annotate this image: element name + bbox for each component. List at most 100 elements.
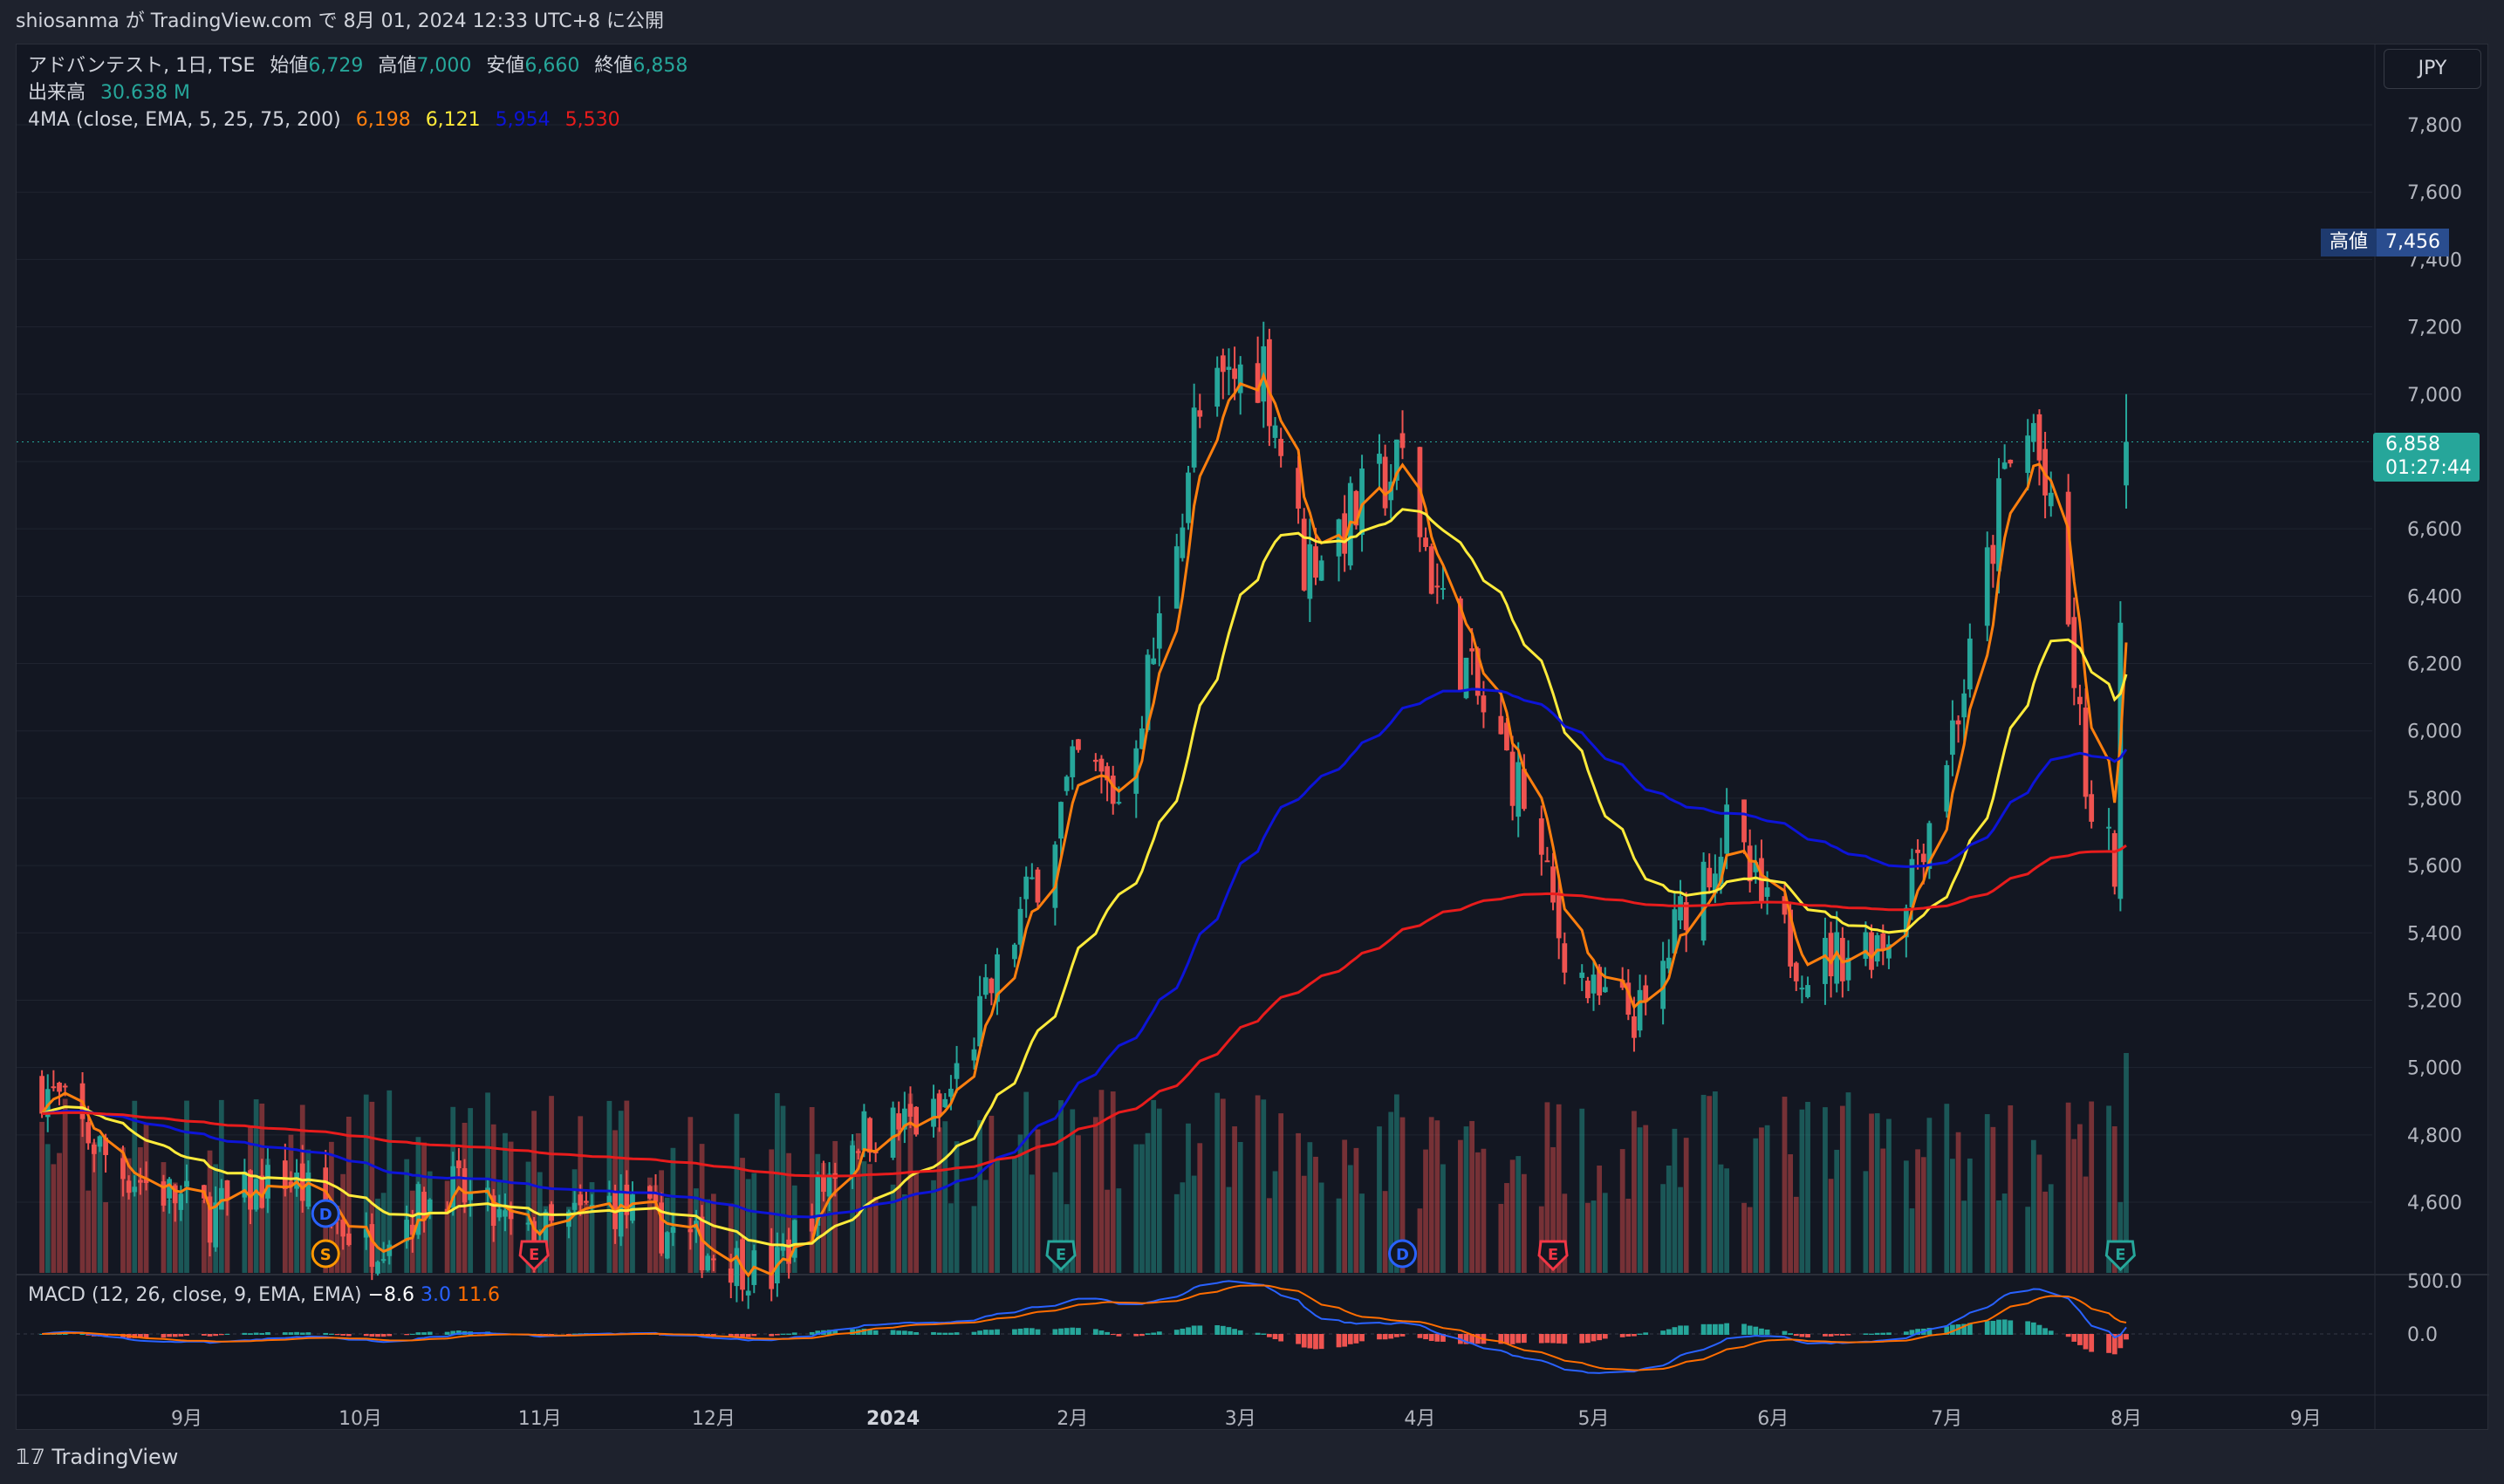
candle[interactable] xyxy=(1474,648,1481,696)
candle[interactable] xyxy=(1428,546,1434,594)
candle[interactable] xyxy=(948,1088,954,1098)
candle[interactable] xyxy=(890,1107,896,1159)
candle[interactable] xyxy=(1550,866,1556,903)
candle[interactable] xyxy=(184,1180,189,1187)
candle[interactable] xyxy=(1296,468,1301,509)
candle[interactable] xyxy=(51,1086,57,1089)
candle[interactable] xyxy=(103,1137,108,1155)
candle[interactable] xyxy=(618,1191,624,1237)
candle[interactable] xyxy=(1458,598,1463,691)
earnings-event-icon[interactable]: E xyxy=(2104,1240,2136,1272)
candle[interactable] xyxy=(1214,367,1221,407)
candle[interactable] xyxy=(427,1199,433,1212)
candle[interactable] xyxy=(1700,861,1707,941)
candle[interactable] xyxy=(942,1098,948,1108)
candle[interactable] xyxy=(989,978,995,994)
candle[interactable] xyxy=(1903,907,1909,938)
candle[interactable] xyxy=(769,1243,775,1289)
candle[interactable] xyxy=(670,1227,676,1234)
candle[interactable] xyxy=(1625,982,1632,1016)
candle[interactable] xyxy=(1342,513,1348,554)
candle[interactable] xyxy=(282,1160,288,1189)
candle[interactable] xyxy=(1712,873,1718,894)
candle[interactable] xyxy=(786,1239,792,1264)
candle[interactable] xyxy=(653,1192,659,1202)
candle[interactable] xyxy=(1961,693,1967,718)
candle[interactable] xyxy=(531,1221,537,1257)
footer-brand[interactable]: TradingView xyxy=(51,1445,179,1469)
candle[interactable] xyxy=(2077,696,2083,705)
candle[interactable] xyxy=(120,1158,126,1180)
candle[interactable] xyxy=(421,1192,427,1221)
candle[interactable] xyxy=(1220,355,1226,373)
candle[interactable] xyxy=(809,1218,815,1232)
candle[interactable] xyxy=(1509,751,1515,806)
candle[interactable] xyxy=(1394,439,1399,481)
candle[interactable] xyxy=(363,1228,369,1238)
candle[interactable] xyxy=(728,1269,734,1283)
candle[interactable] xyxy=(699,1216,705,1270)
candle[interactable] xyxy=(1180,527,1186,558)
candle[interactable] xyxy=(659,1202,665,1254)
candle[interactable] xyxy=(1799,988,1805,990)
candle[interactable] xyxy=(1521,769,1527,810)
candle[interactable] xyxy=(1116,802,1122,804)
candle[interactable] xyxy=(1793,962,1799,981)
candle[interactable] xyxy=(1764,887,1770,897)
candle[interactable] xyxy=(1823,938,1828,984)
candle[interactable] xyxy=(1955,720,1961,725)
candle[interactable] xyxy=(1399,433,1406,448)
candle[interactable] xyxy=(861,1111,867,1151)
candle[interactable] xyxy=(1336,519,1342,557)
candle[interactable] xyxy=(1863,932,1869,959)
candle[interactable] xyxy=(456,1160,462,1169)
candle[interactable] xyxy=(213,1202,219,1248)
candle[interactable] xyxy=(86,1122,92,1144)
candle[interactable] xyxy=(1967,638,1973,690)
candle[interactable] xyxy=(571,1202,578,1210)
candle[interactable] xyxy=(1076,739,1081,750)
candle[interactable] xyxy=(218,1187,224,1210)
candle[interactable] xyxy=(404,1220,410,1241)
candle[interactable] xyxy=(490,1195,496,1227)
candle[interactable] xyxy=(207,1196,213,1243)
candle[interactable] xyxy=(1984,547,1990,626)
candle[interactable] xyxy=(1017,908,1023,945)
candle[interactable] xyxy=(462,1168,468,1203)
candle[interactable] xyxy=(1133,748,1139,794)
candle[interactable] xyxy=(172,1185,178,1204)
candle[interactable] xyxy=(1186,472,1191,523)
candle[interactable] xyxy=(1377,454,1382,464)
candle[interactable] xyxy=(578,1194,584,1206)
legend-ma-label[interactable]: 4MA (close, EMA, 5, 25, 75, 200) xyxy=(28,109,341,131)
candle[interactable] xyxy=(1255,363,1261,403)
candle[interactable] xyxy=(1139,728,1145,749)
candle[interactable] xyxy=(740,1239,745,1290)
candle[interactable] xyxy=(1156,612,1162,649)
candle[interactable] xyxy=(132,1187,138,1193)
candle[interactable] xyxy=(664,1232,670,1259)
candle[interactable] xyxy=(1359,468,1365,536)
candle[interactable] xyxy=(2036,414,2042,461)
tradingview-logo-icon[interactable]: 𝟙𝟟 xyxy=(16,1445,45,1469)
candle[interactable] xyxy=(1070,746,1076,777)
candle[interactable] xyxy=(1272,425,1278,438)
candle[interactable] xyxy=(931,1098,936,1127)
candle[interactable] xyxy=(710,1258,716,1261)
candle[interactable] xyxy=(2048,492,2054,507)
candle[interactable] xyxy=(1440,588,1446,591)
dividend-event-icon[interactable]: D xyxy=(311,1199,340,1228)
candle[interactable] xyxy=(1151,658,1157,665)
candle[interactable] xyxy=(1110,776,1116,804)
candle[interactable] xyxy=(2065,491,2071,625)
candle[interactable] xyxy=(1538,818,1544,855)
candle[interactable] xyxy=(1660,961,1666,1009)
candle[interactable] xyxy=(1463,657,1469,699)
candle[interactable] xyxy=(265,1165,270,1199)
candle[interactable] xyxy=(323,1167,329,1208)
candle[interactable] xyxy=(415,1184,421,1235)
candle[interactable] xyxy=(2106,826,2111,829)
candle[interactable] xyxy=(1498,715,1504,735)
candle[interactable] xyxy=(1382,456,1388,509)
candle[interactable] xyxy=(1724,804,1730,854)
